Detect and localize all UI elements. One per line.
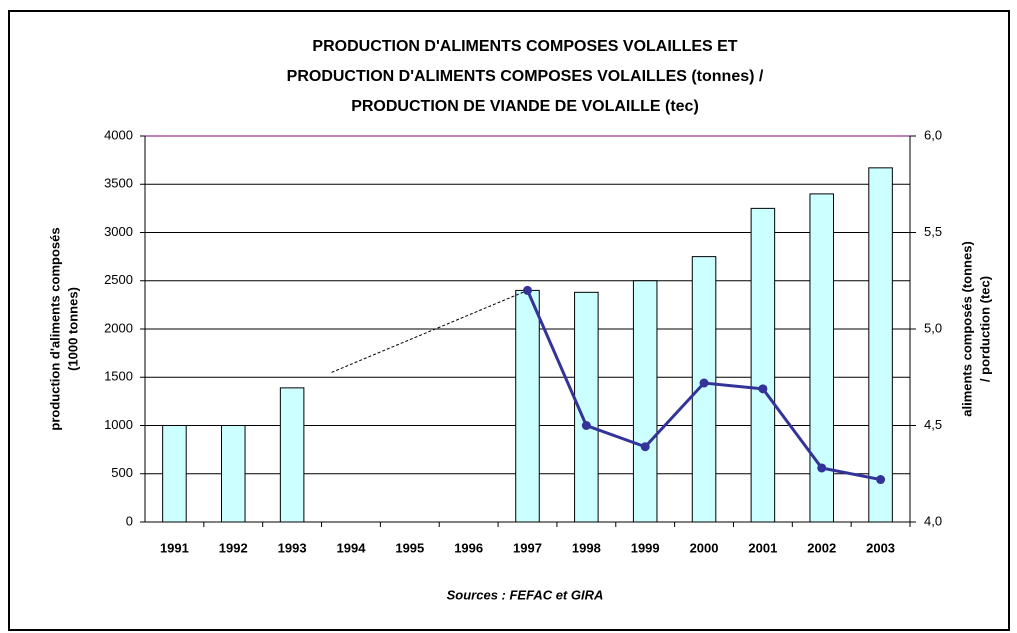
chart-title: PRODUCTION D'ALIMENTS COMPOSES VOLAILLES… — [287, 68, 764, 85]
x-tick-label: 2003 — [866, 540, 895, 555]
point — [876, 475, 886, 485]
x-tick-label: 1991 — [160, 540, 189, 555]
x-tick-label: 2001 — [748, 540, 777, 555]
x-tick-label: 1995 — [395, 540, 424, 555]
y-tick-label: 2000 — [104, 320, 133, 335]
y-tick-label: 500 — [111, 465, 133, 480]
y-tick-label: 2500 — [104, 272, 133, 287]
bar — [221, 425, 246, 523]
bar — [868, 167, 893, 523]
x-tick-label: 1993 — [278, 540, 307, 555]
point — [817, 463, 827, 473]
point — [640, 442, 650, 452]
x-tick-label: 1998 — [572, 540, 601, 555]
bar — [809, 193, 835, 523]
bar — [279, 387, 305, 523]
bar — [750, 207, 776, 523]
chart-title: PRODUCTION DE VIANDE DE VOLAILLE (tec) — [351, 98, 699, 115]
y2-tick-label: 5,5 — [924, 224, 942, 239]
point — [699, 378, 709, 388]
y-axis-label: (1000 tonnes) — [65, 287, 80, 371]
bar — [515, 289, 540, 523]
bar — [632, 280, 658, 523]
y-tick-label: 0 — [126, 513, 133, 528]
y2-tick-label: 4,5 — [924, 417, 942, 432]
x-tick-label: 2000 — [690, 540, 719, 555]
x-tick-label: 1999 — [631, 540, 660, 555]
y-tick-label: 1000 — [104, 417, 133, 432]
bar — [691, 256, 717, 523]
connector — [331, 289, 528, 373]
y-axis-label: production d'aliments composés — [47, 227, 62, 430]
y-tick-label: 3000 — [104, 224, 133, 239]
x-tick-label: 1994 — [337, 540, 367, 555]
chart-title: PRODUCTION D'ALIMENTS COMPOSES VOLAILLES… — [312, 38, 737, 55]
y-tick-label: 4000 — [104, 127, 133, 142]
x-tick-label: 1997 — [513, 540, 542, 555]
x-tick-label: 2002 — [807, 540, 836, 555]
y2-tick-label: 5,0 — [924, 320, 942, 335]
y-tick-label: 3500 — [104, 176, 133, 191]
y2-tick-label: 4,0 — [924, 513, 942, 528]
y-tick-label: 1500 — [104, 369, 133, 384]
point — [758, 384, 768, 394]
y2-axis-label: aliments composés (tonnes) — [959, 241, 974, 417]
x-tick-label: 1992 — [219, 540, 248, 555]
y2-axis-label: / porduction (tec) — [977, 276, 992, 382]
source: Sources : FEFAC et GIRA — [447, 587, 604, 602]
frame — [8, 10, 1010, 631]
y2-tick-label: 6,0 — [924, 127, 942, 142]
point — [523, 285, 532, 295]
x-tick-label: 1996 — [454, 540, 483, 555]
point — [581, 421, 591, 430]
bar — [162, 425, 187, 523]
